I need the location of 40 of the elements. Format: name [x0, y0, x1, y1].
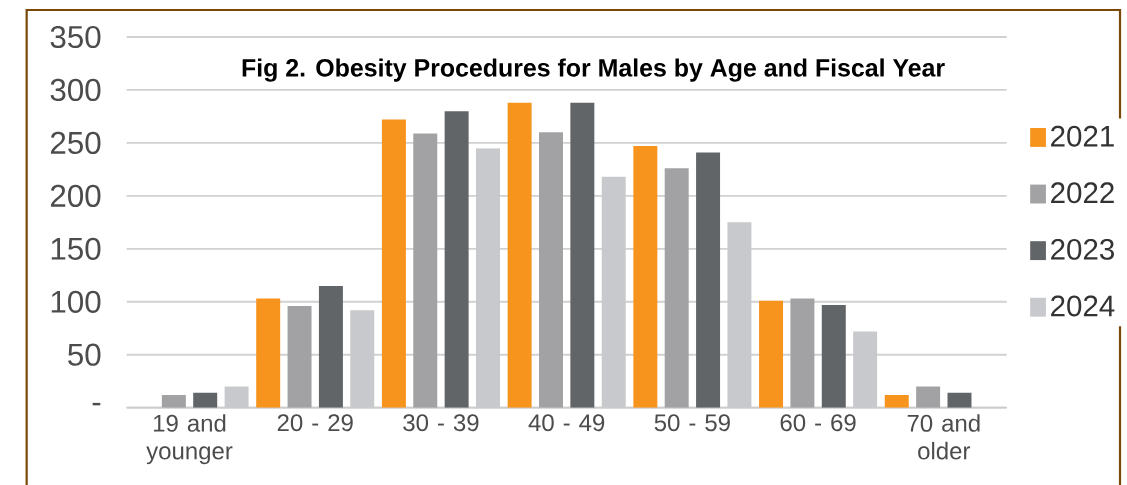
legend-label: 2023: [1051, 238, 1114, 260]
y-tick-label: 50: [68, 343, 101, 366]
bar: [947, 392, 972, 408]
bar: [381, 119, 406, 408]
legend-label: 2021: [1051, 125, 1114, 147]
bar: [539, 132, 563, 408]
y-tick-label: -: [92, 402, 101, 406]
y-tick-label: 350: [50, 25, 101, 49]
bar: [287, 306, 312, 408]
bar: [696, 152, 721, 408]
bar: [916, 386, 941, 408]
y-tick-label: 250: [50, 131, 101, 155]
x-tick-label: 50 - 59: [654, 414, 730, 432]
y-tick-label: 150: [51, 237, 101, 260]
x-tick-label: 70 and older: [907, 414, 980, 460]
x-tick-label: 20 - 29: [277, 414, 353, 432]
bar: [759, 300, 784, 408]
x-tick-label: 40 - 49: [528, 414, 605, 432]
bar: [821, 304, 846, 408]
bar: [790, 298, 815, 408]
y-tick-label: 300: [50, 78, 101, 102]
bar: [161, 394, 186, 408]
bar: [664, 168, 689, 408]
y-tick-label: 100: [51, 290, 101, 313]
x-tick-label: 30 - 39: [403, 414, 479, 432]
x-tick-label: 60 - 69: [780, 414, 856, 432]
bar: [507, 102, 532, 408]
text: Fig 2. Obesity Procedures for Males by Age and Fiscal Year: [242, 58, 945, 82]
legend-label: 2024: [1051, 295, 1115, 317]
legend-label: 2022: [1051, 182, 1114, 204]
bar: [256, 298, 281, 408]
bar: [193, 392, 218, 408]
bar: [633, 146, 658, 408]
bar: [413, 133, 438, 408]
y-tick-label: 200: [50, 184, 101, 207]
bar: [884, 394, 909, 408]
bar: [318, 285, 343, 408]
x-tick-label: 19 and younger: [146, 414, 233, 465]
bar: [570, 102, 595, 408]
bar: [444, 111, 469, 408]
